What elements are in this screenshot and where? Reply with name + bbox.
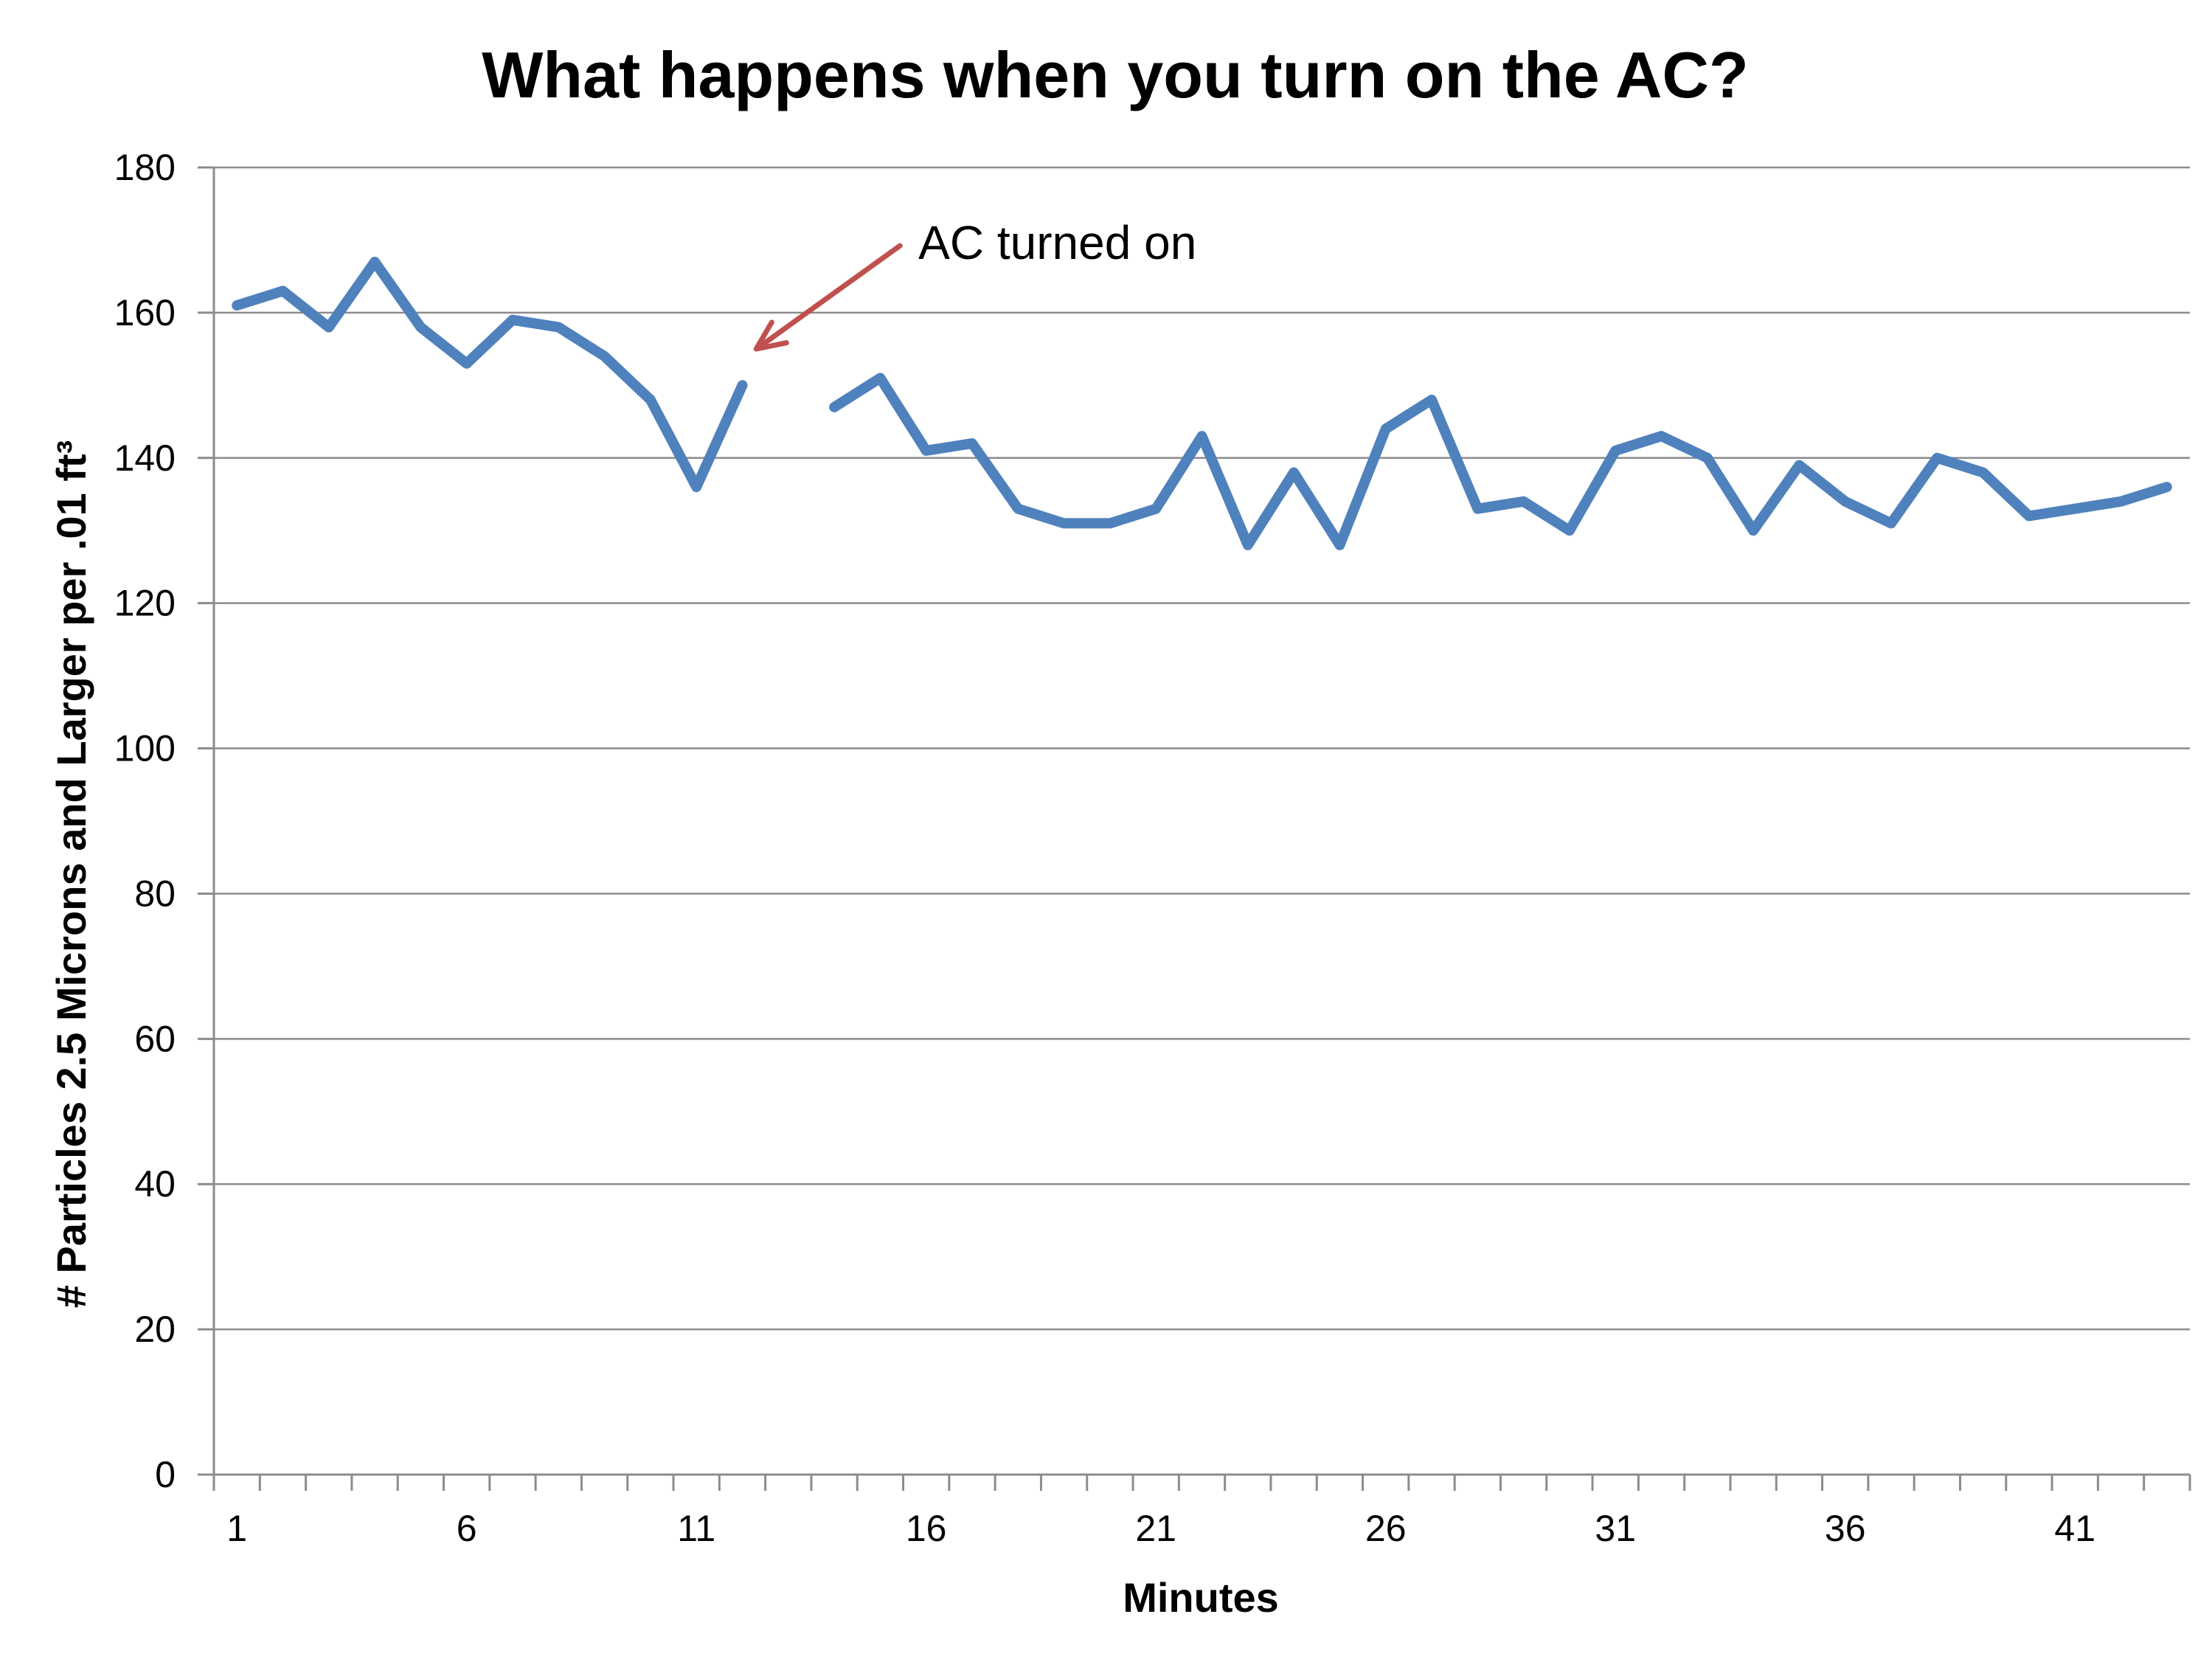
y-tick-label: 160 bbox=[114, 292, 176, 333]
y-axis-title: # Particles 2.5 Microns and Larger per .… bbox=[48, 440, 94, 1308]
y-tick-label: 0 bbox=[155, 1454, 176, 1495]
x-axis-title: Minutes bbox=[1123, 1574, 1279, 1621]
y-tick-label: 100 bbox=[114, 728, 176, 769]
y-tick-label: 80 bbox=[134, 873, 176, 914]
series-line-segment-1 bbox=[232, 257, 748, 493]
annotation-label: AC turned on bbox=[918, 216, 1196, 269]
x-tick-label: 41 bbox=[2054, 1508, 2095, 1549]
x-tick-label: 36 bbox=[1825, 1508, 1866, 1549]
y-tick-label: 40 bbox=[134, 1163, 176, 1205]
x-tick-label: 11 bbox=[677, 1508, 715, 1549]
y-tick-label: 60 bbox=[134, 1018, 176, 1059]
gridlines bbox=[198, 166, 2190, 1476]
x-tick-label: 1 bbox=[226, 1508, 247, 1549]
y-tick-label: 20 bbox=[134, 1309, 176, 1350]
annotation-arrow-shaft bbox=[760, 243, 903, 347]
series-layer bbox=[232, 257, 2172, 550]
x-tick-label: 21 bbox=[1135, 1508, 1176, 1549]
x-tick-label: 31 bbox=[1595, 1508, 1636, 1549]
chart-title: What happens when you turn on the AC? bbox=[482, 38, 1749, 111]
y-tick-labels: 0 20 40 60 80 100 120 140 160 180 bbox=[114, 147, 176, 1495]
y-tick-label: 180 bbox=[114, 147, 176, 188]
annotations: AC turned on bbox=[753, 216, 1196, 352]
axes bbox=[212, 167, 2191, 1491]
x-tick-label: 16 bbox=[906, 1508, 947, 1549]
x-tick-label: 26 bbox=[1365, 1508, 1407, 1549]
y-tick-label: 120 bbox=[114, 583, 176, 624]
y-tick-label: 140 bbox=[114, 437, 176, 479]
x-tick-label: 6 bbox=[457, 1508, 477, 1549]
x-tick-labels: 1 6 11 16 21 26 31 36 41 bbox=[226, 1508, 2095, 1549]
series-line-segment-2 bbox=[829, 373, 2172, 550]
annotation-arrow-head bbox=[753, 319, 789, 352]
